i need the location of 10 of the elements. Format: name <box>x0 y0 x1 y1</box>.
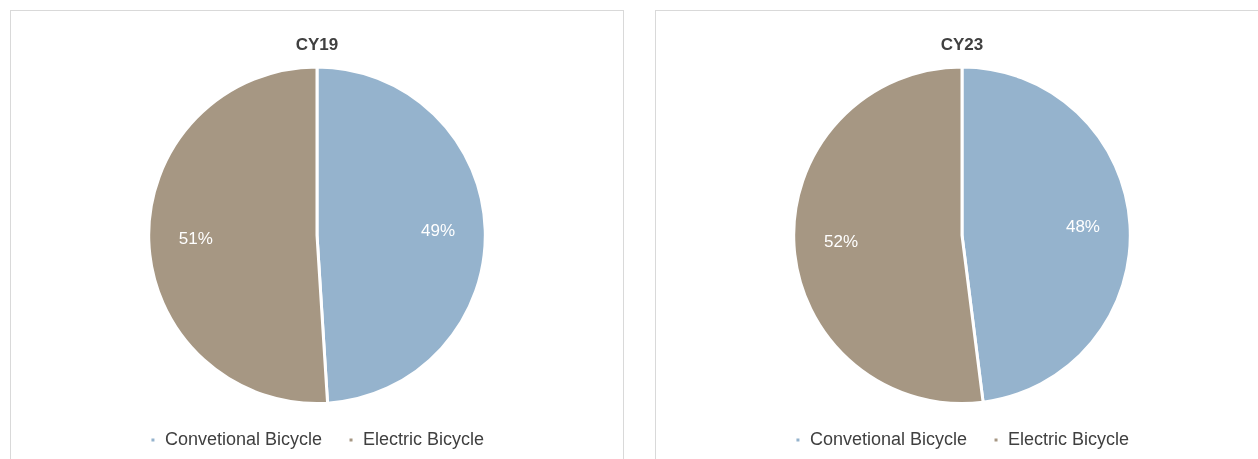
data-label: 48% <box>1065 217 1100 237</box>
legend-label: Electric Bicycle <box>363 428 485 449</box>
legend-label: Convetional Bicycle <box>809 428 968 449</box>
legend-label: Electric Bicycle <box>1008 428 1130 449</box>
chart-title: CY19 <box>295 34 339 54</box>
data-label: 49% <box>421 221 456 241</box>
legend-label: Convetional Bicycle <box>164 428 323 449</box>
data-label: 52% <box>824 232 859 252</box>
chart-title: CY23 <box>940 34 984 54</box>
data-label: 51% <box>178 228 213 248</box>
